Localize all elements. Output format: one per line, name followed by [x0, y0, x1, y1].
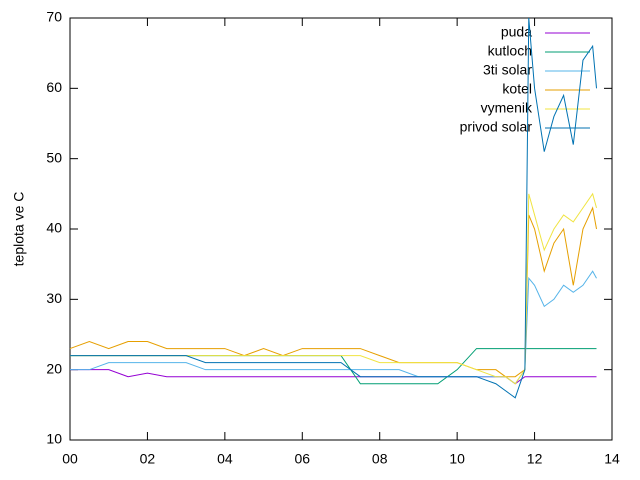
x-tick-label: 00 [62, 451, 78, 467]
x-tick-label: 06 [294, 451, 310, 467]
legend-label: puda [501, 24, 532, 40]
plot-frame [69, 17, 613, 441]
series-line [70, 270, 597, 385]
x-tick-label: 10 [449, 451, 465, 467]
x-tick-label: 14 [604, 451, 620, 467]
legend-label: 3ti solar [483, 62, 532, 78]
legend-label: privod solar [460, 119, 533, 135]
y-tick-label: 50 [46, 149, 62, 165]
legend-label: kutloch [488, 43, 532, 59]
x-tick-label: 02 [140, 451, 156, 467]
series-line [70, 369, 597, 385]
series-line [70, 17, 598, 399]
y-tick-label: 40 [46, 220, 62, 236]
x-tick-label: 04 [217, 451, 233, 467]
y-tick-label: 10 [46, 431, 62, 447]
y-tick-label: 20 [46, 360, 62, 376]
y-tick-label: 60 [46, 79, 62, 95]
series-line [69, 206, 598, 378]
y-tick-label: 70 [46, 9, 62, 25]
x-tick-label: 08 [372, 451, 388, 467]
y-tick-label: 30 [46, 290, 62, 306]
x-tick-label: 12 [527, 451, 543, 467]
series-line [70, 348, 597, 385]
legend-label: kotel [502, 81, 532, 97]
legend-label: vymenik [481, 100, 533, 116]
y-axis-label: teplota ve C [11, 192, 27, 267]
